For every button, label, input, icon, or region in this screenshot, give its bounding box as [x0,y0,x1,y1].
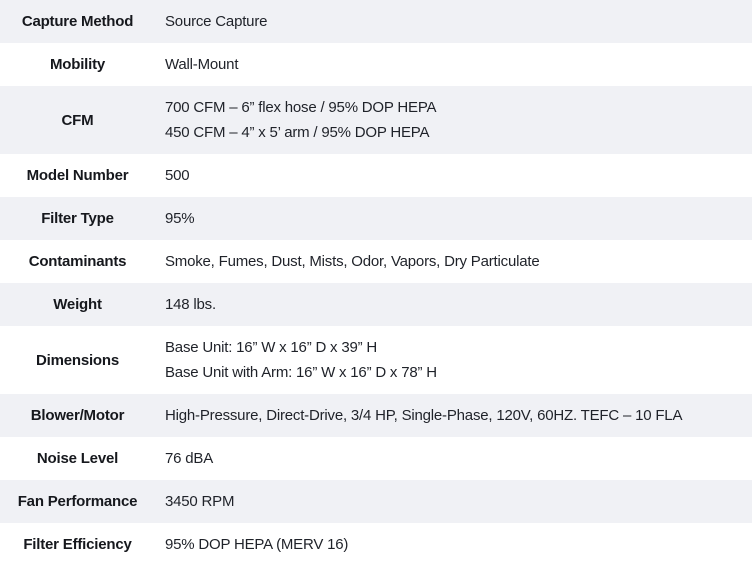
spec-label: Mobility [49,56,106,73]
spec-value-line: 95% DOP HEPA (MERV 16) [165,536,349,553]
spec-value-line: 3450 RPM [165,493,235,510]
spec-value-line: 95% [165,210,195,227]
spec-value-cell: 700 CFM – 6” flex hose / 95% DOP HEPA 450… [155,86,752,154]
spec-value-line: Source Capture [165,13,268,30]
spec-value-line: Wall-Mount [165,56,239,73]
spec-label: Contaminants [28,253,127,270]
spec-value-line: Base Unit: 16” W x 16” D x 39” H [165,339,378,356]
spec-value-line: 148 lbs. [165,296,216,313]
table-row: Weight 148 lbs. [0,283,752,326]
spec-value-cell: 76 dBA [155,437,752,480]
table-row: Filter Type 95% [0,197,752,240]
spec-value-line: 450 CFM – 4” x 5’ arm / 95% DOP HEPA [165,124,430,141]
spec-label: Noise Level [36,450,119,467]
spec-value-cell: 95% DOP HEPA (MERV 16) [155,523,752,566]
table-row: Contaminants Smoke, Fumes, Dust, Mists, … [0,240,752,283]
table-row: Blower/Motor High-Pressure, Direct-Drive… [0,394,752,437]
spec-value-cell: 95% [155,197,752,240]
spec-value-line: Base Unit with Arm: 16” W x 16” D x 78” … [165,364,437,381]
spec-value-line: High-Pressure, Direct-Drive, 3/4 HP, Sin… [165,407,683,424]
spec-value-cell: High-Pressure, Direct-Drive, 3/4 HP, Sin… [155,394,752,437]
spec-label: Filter Efficiency [23,536,132,553]
spec-value-cell: Base Unit: 16” W x 16” D x 39” H Base Uni… [155,326,752,394]
table-row: Filter Efficiency 95% DOP HEPA (MERV 16) [0,523,752,566]
table-row: Noise Level 76 dBA [0,437,752,480]
table-row: Model Number 500 [0,154,752,197]
spec-label: CFM [61,111,94,129]
spec-value-line: 76 dBA [165,450,214,467]
spec-value-cell: 500 [155,154,752,197]
spec-label: Weight [53,296,102,313]
spec-label: Dimensions [35,351,120,369]
spec-label: Model Number [26,167,129,184]
spec-label: Blower/Motor [30,407,125,424]
spec-label: Filter Type [41,210,114,227]
table-row: Fan Performance 3450 RPM [0,480,752,523]
spec-label: Fan Performance [17,493,138,510]
spec-value-cell: 3450 RPM [155,480,752,523]
spec-value-cell: Source Capture [155,0,752,43]
spec-value-line: 700 CFM – 6” flex hose / 95% DOP HEPA [165,99,437,116]
spec-value-cell: 148 lbs. [155,283,752,326]
spec-value-cell: Wall-Mount [155,43,752,86]
spec-value-line: Smoke, Fumes, Dust, Mists, Odor, Vapors,… [165,253,540,270]
table-row: Dimensions Base Unit: 16” W x 16” D x 39… [0,326,752,394]
spec-value-cell: Smoke, Fumes, Dust, Mists, Odor, Vapors,… [155,240,752,283]
table-row: CFM 700 CFM – 6” flex hose / 95% DOP HEP… [0,86,752,154]
table-row: Mobility Wall-Mount [0,43,752,86]
table-row: Capture Method Source Capture [0,0,752,43]
spec-label: Capture Method [21,13,134,30]
spec-value-line: 500 [165,167,190,184]
